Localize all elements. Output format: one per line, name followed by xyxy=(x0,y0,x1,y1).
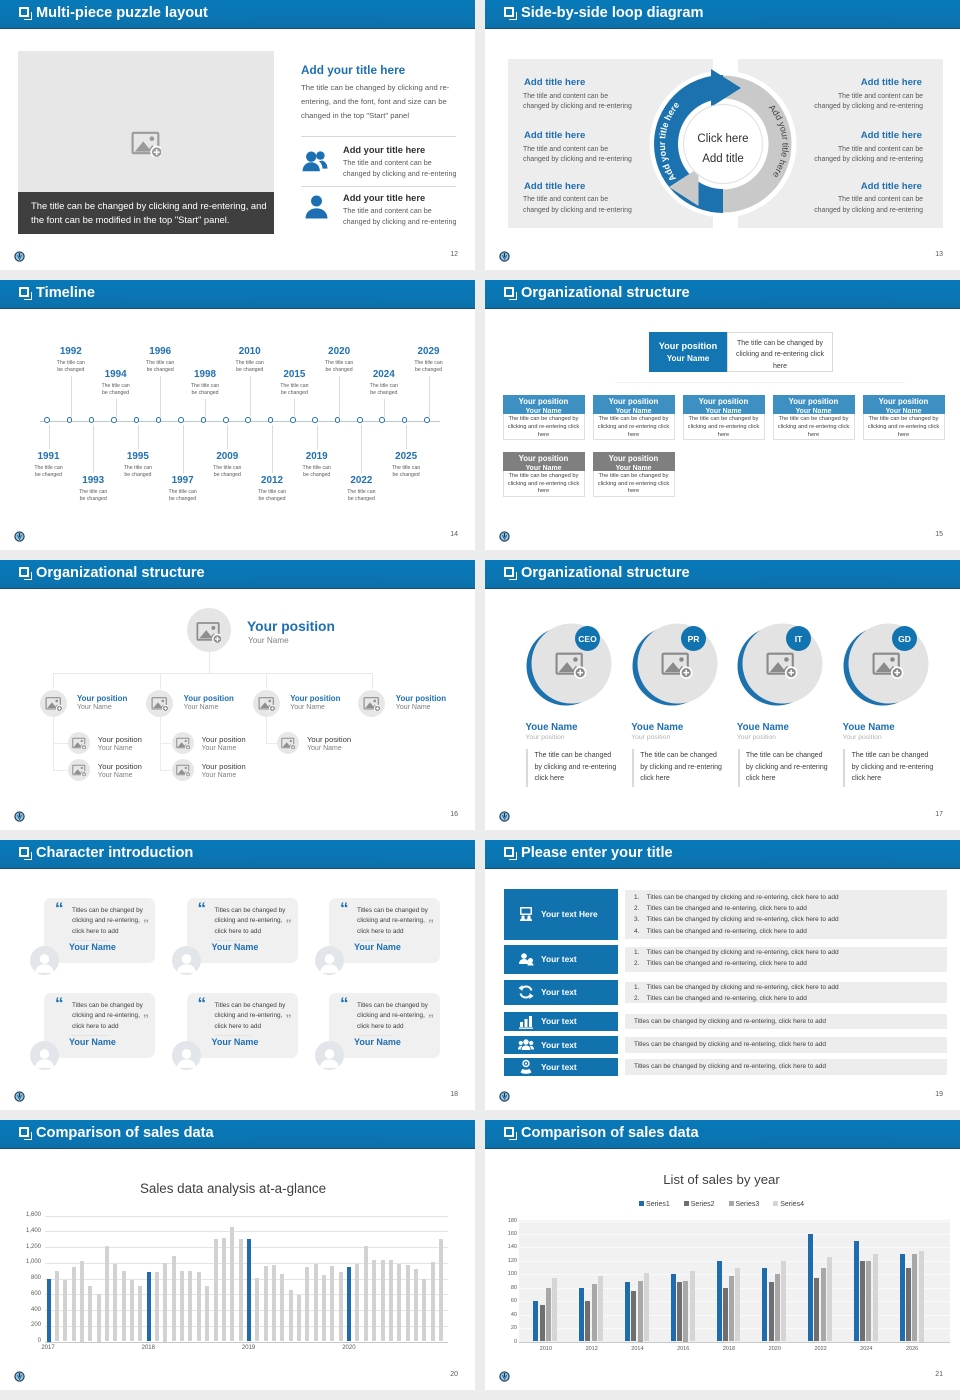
svg-text:GD: GD xyxy=(898,634,911,644)
svg-text:Click here: Click here xyxy=(697,133,748,145)
svg-text:IT: IT xyxy=(795,634,803,644)
svg-text:CEO: CEO xyxy=(578,634,597,644)
svg-text:Add title: Add title xyxy=(702,153,744,165)
svg-text:PR: PR xyxy=(687,634,699,644)
